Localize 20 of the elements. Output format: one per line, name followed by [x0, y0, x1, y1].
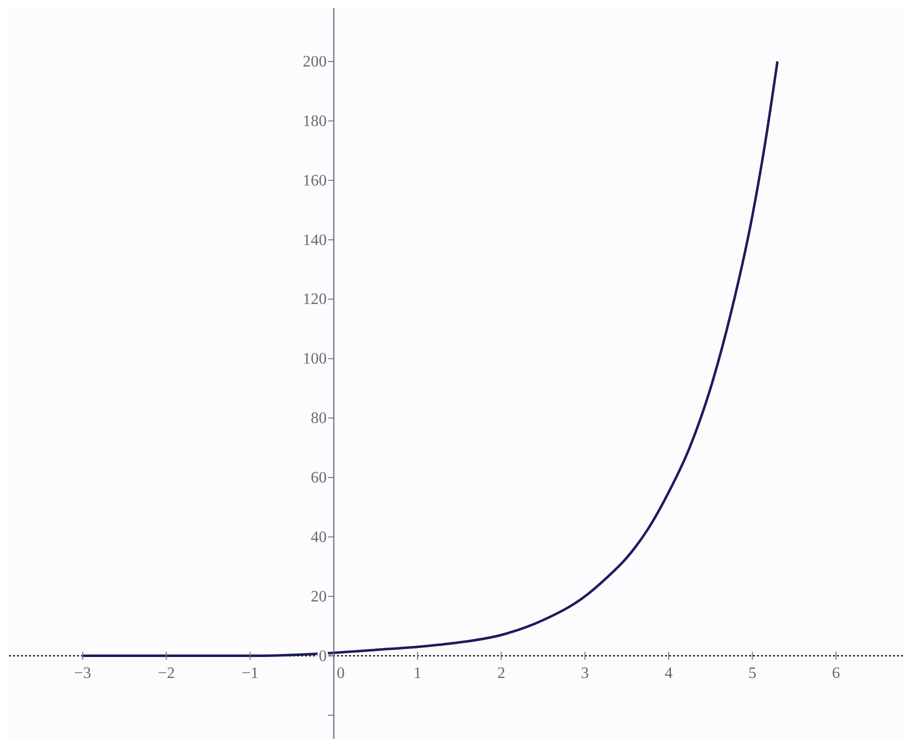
y-tick-label: 180 — [302, 112, 327, 130]
y-tick-label: 20 — [310, 588, 327, 606]
x-tick-label: 3 — [580, 664, 589, 682]
x-tick-label: 4 — [664, 664, 673, 682]
y-tick-label: 100 — [302, 350, 327, 368]
x-tick-label: 1 — [413, 664, 422, 682]
x-tick-label: 0 — [336, 664, 345, 682]
x-tick-label: 5 — [748, 664, 756, 682]
y-tick-label: 120 — [302, 291, 327, 308]
x-tick-label: 2 — [497, 664, 506, 682]
y-tick-label: 200 — [302, 53, 327, 70]
y-tick-label: 140 — [302, 232, 327, 249]
y-tick-label: 40 — [310, 528, 327, 546]
x-tick-label: 6 — [832, 664, 840, 682]
y-tick-label: 160 — [302, 172, 327, 190]
y-tick-label: 60 — [310, 470, 327, 487]
y-tick-label: 80 — [310, 410, 327, 428]
x-tick-label: −1 — [242, 664, 259, 682]
x-tick-label: −2 — [158, 664, 175, 682]
x-tick-label: −3 — [74, 664, 92, 682]
